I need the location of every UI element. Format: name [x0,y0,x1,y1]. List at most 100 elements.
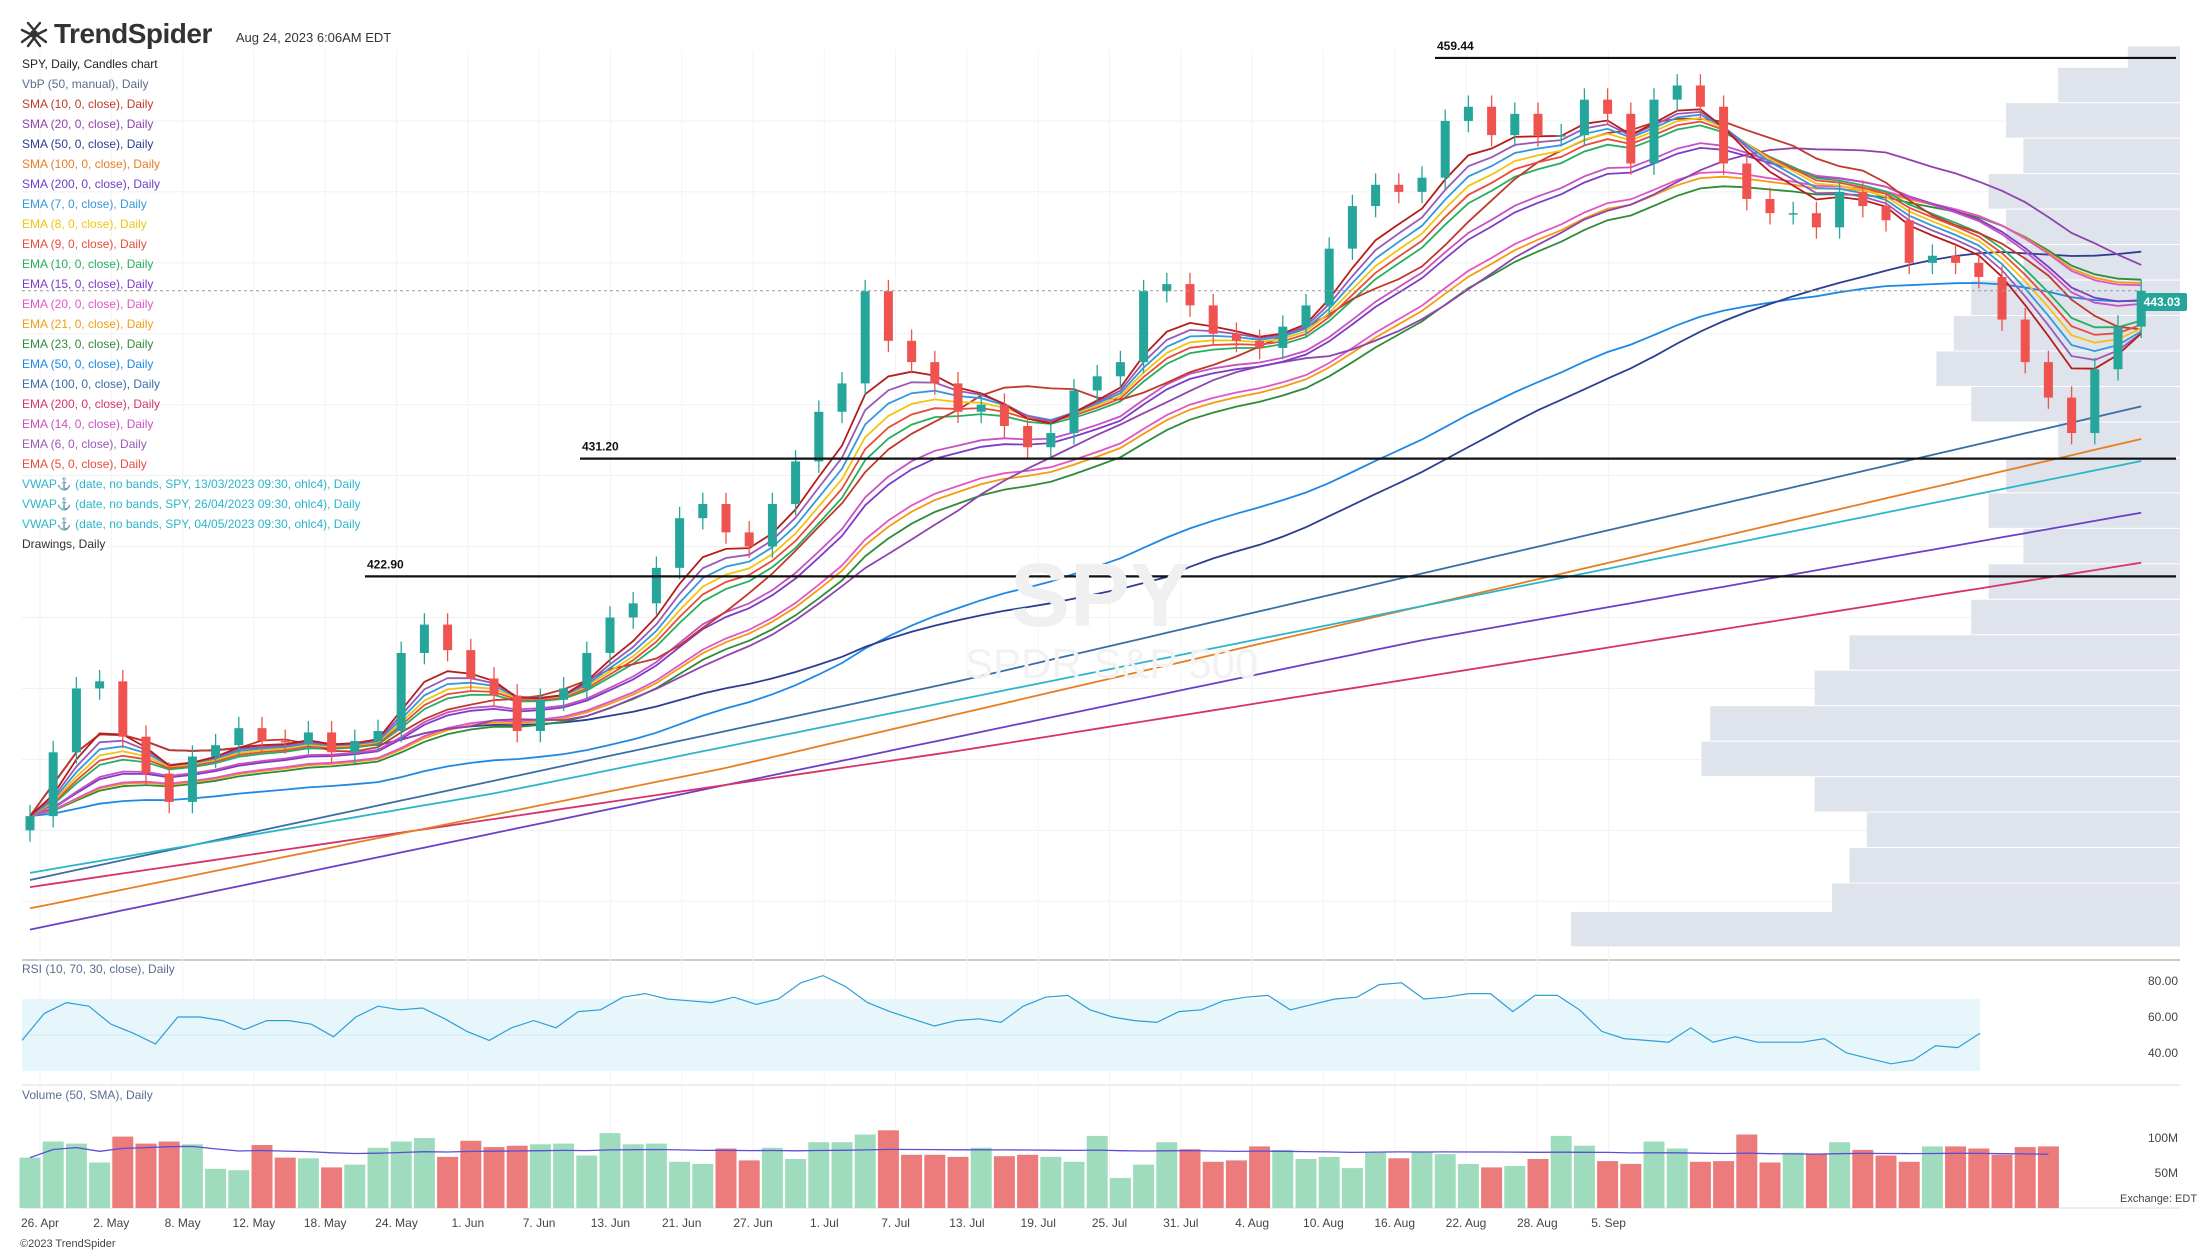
legend-item[interactable]: VWAP⚓ (date, no bands, SPY, 26/04/2023 0… [22,497,361,511]
volume-profile-bar [1936,351,2180,386]
candle [1579,99,1589,136]
legend-item[interactable]: EMA (23, 0, close), Daily [22,337,154,351]
volume-bar [1017,1154,1039,1208]
date-tick-label: 16. Aug [1374,1216,1415,1230]
volume-bar [89,1162,111,1208]
legend-item[interactable]: EMA (21, 0, close), Daily [22,317,154,331]
volume-bar [1040,1156,1062,1208]
sma-200-line [29,511,2142,931]
volume-bar [158,1141,180,1208]
date-tick-label: 8. May [165,1216,201,1230]
candle [1835,191,1845,228]
legend-item[interactable]: Drawings, Daily [22,537,106,551]
candle [791,461,801,504]
legend-item[interactable]: SMA (10, 0, close), Daily [22,97,154,111]
volume-profile-bar [2023,528,2180,564]
legend-item[interactable]: VbP (50, manual), Daily [22,77,149,91]
legend-item[interactable]: EMA (14, 0, close), Daily [22,417,154,431]
volume-bar [1968,1148,1990,1208]
volume-profile-bar [2127,46,2180,81]
date-tick-label: 22. Aug [1446,1216,1487,1230]
horizontal-level-label: 459.44 [1437,39,1474,53]
candle [953,383,963,412]
candle [1695,85,1705,107]
volume-bar [19,1157,41,1208]
legend-item[interactable]: VWAP⚓ (date, no bands, SPY, 13/03/2023 0… [22,477,361,491]
volume-bar [1713,1161,1735,1208]
volume-profile-bar [1971,599,2180,635]
date-tick-label: 2. May [93,1216,129,1230]
legend-item[interactable]: EMA (200, 0, close), Daily [22,397,161,411]
brand-logo: TrendSpider Aug 24, 2023 6:06AM EDT [20,18,391,50]
volume-bar [181,1144,203,1208]
date-tick-label: 19. Jul [1021,1216,1056,1230]
legend-item[interactable]: EMA (7, 0, close), Daily [22,197,147,211]
candle [303,732,313,743]
candle [2090,369,2100,434]
candle [1510,113,1520,136]
rsi-tick-label: 40.00 [2148,1046,2178,1060]
candle [907,340,917,363]
volume-bar [924,1154,946,1208]
candle [1765,198,1775,214]
volume-profile-bar [1849,635,2180,670]
copyright: ©2023 TrendSpider [20,1238,116,1250]
candle [1672,85,1682,100]
candle [1347,206,1357,249]
legend-item[interactable]: EMA (50, 0, close), Daily [22,357,154,371]
volume-profile-bar [1701,741,2180,777]
volume-bar [1341,1168,1363,1208]
volume-bar [1318,1156,1340,1208]
volume-tick-label: 50M [2155,1166,2178,1180]
date-tick-label: 4. Aug [1235,1216,1269,1230]
legend-item[interactable]: SMA (100, 0, close), Daily [22,157,161,171]
candle [95,681,105,689]
volume-bar [1179,1149,1201,1208]
rsi-pane-title[interactable]: RSI (10, 70, 30, close), Daily [22,962,175,976]
volume-bar [1736,1134,1758,1208]
volume-bar [413,1138,435,1208]
candle [443,624,453,651]
candle [211,745,221,757]
horizontal-level-label: 431.20 [582,440,619,454]
volume-bar [65,1143,87,1208]
volume-profile-bar [1710,706,2180,741]
date-tick-label: 10. Aug [1303,1216,1344,1230]
volume-profile-bar [1988,174,2180,209]
date-tick-label: 7. Jun [523,1216,556,1230]
volume-bar [529,1144,551,1208]
volume-bar [1272,1149,1294,1208]
volume-bar [1620,1163,1642,1208]
legend-item[interactable]: EMA (20, 0, close), Daily [22,297,154,311]
date-tick-label: 7. Jul [881,1216,910,1230]
legend-item[interactable]: VWAP⚓ (date, no bands, SPY, 04/05/2023 0… [22,517,361,531]
volume-bar [228,1170,250,1208]
candle [1046,433,1056,448]
candle [559,688,569,700]
legend-item[interactable]: SMA (200, 0, close), Daily [22,177,161,191]
legend-item[interactable]: SMA (20, 0, close), Daily [22,117,154,131]
legend-item[interactable]: EMA (5, 0, close), Daily [22,457,147,471]
candle [1394,184,1404,192]
volume-bar [1573,1145,1595,1208]
legend-item[interactable]: EMA (9, 0, close), Daily [22,237,147,251]
candle [350,740,360,753]
ema-23-line [29,185,2142,817]
legend-item[interactable]: EMA (6, 0, close), Daily [22,437,147,451]
legend-item[interactable]: EMA (100, 0, close), Daily [22,377,161,391]
candle [1115,362,1125,377]
volume-profile-bar [2006,209,2180,245]
vwap-line [29,460,2142,874]
volume-bar [1550,1135,1572,1208]
candle [1231,333,1241,341]
candle [1139,291,1149,363]
volume-pane-title[interactable]: Volume (50, SMA), Daily [22,1088,153,1102]
legend-item[interactable]: EMA (8, 0, close), Daily [22,217,147,231]
legend-item[interactable]: EMA (15, 0, close), Daily [22,277,154,291]
legend-item[interactable]: SMA (50, 0, close), Daily [22,137,154,151]
candle [1440,120,1450,178]
legend-item[interactable]: EMA (10, 0, close), Daily [22,257,154,271]
indicator-legend: SPY, Daily, Candles chart VbP (50, manua… [22,57,361,554]
candle [2067,397,2077,434]
